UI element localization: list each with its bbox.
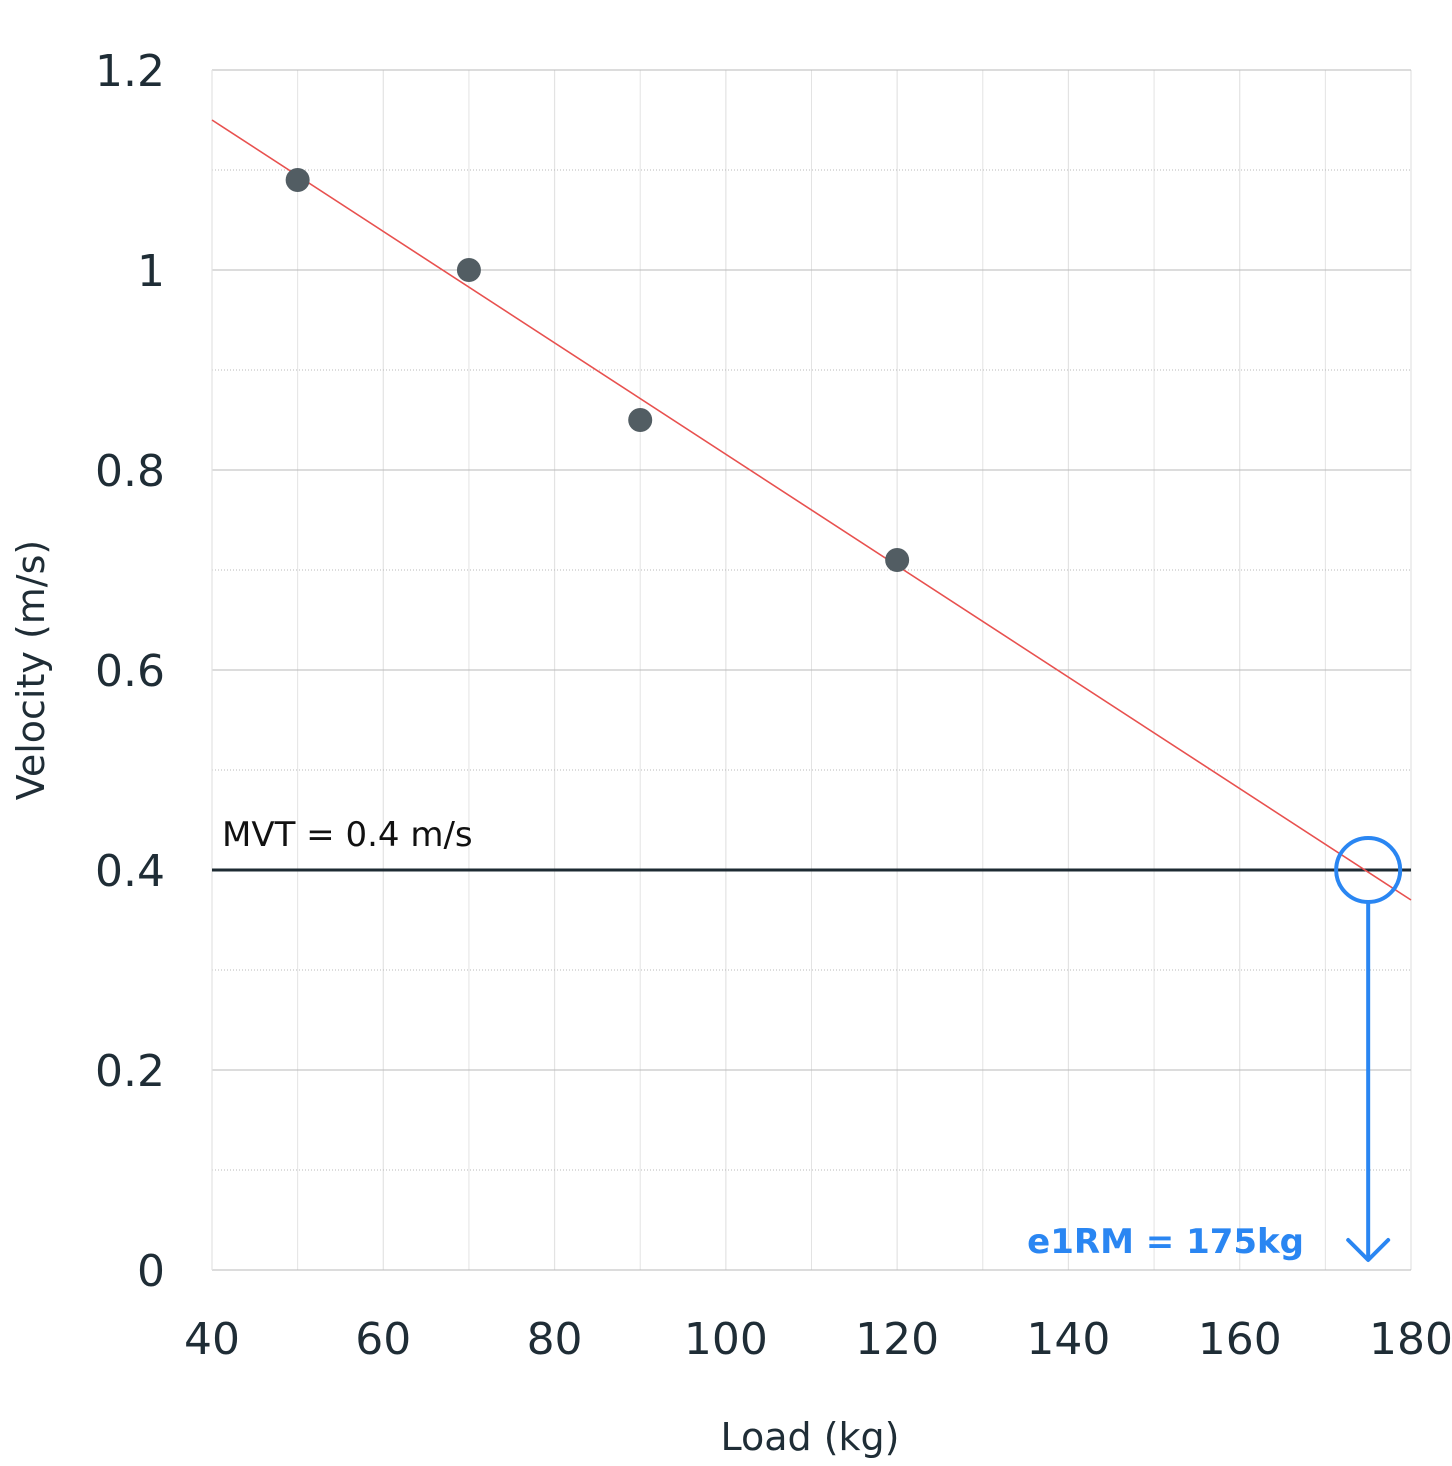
trend-line [211,119,1412,901]
x-axis-title: Load (kg) [720,1415,899,1459]
x-tick-label: 60 [355,1314,411,1365]
y-tick-label: 0 [137,1246,165,1297]
data-point [456,258,481,282]
data-point [285,168,310,192]
x-tick-label: 100 [684,1314,768,1365]
grid [211,69,1412,1271]
y-tick-label: 1 [137,246,165,297]
chart-marks [211,119,1412,1262]
x-axis-ticks: 40 60 80 100 120 140 160 180 [184,1314,1452,1365]
y-tick-label: 0.8 [95,446,165,497]
x-tick-label: 180 [1369,1314,1452,1365]
y-axis-title: Velocity (m/s) [9,540,53,800]
x-tick-label: 40 [184,1314,240,1365]
x-tick-label: 80 [527,1314,583,1365]
data-point [885,548,910,572]
y-tick-label: 1.2 [95,46,165,97]
y-tick-label: 0.4 [95,846,165,897]
y-tick-label: 0.2 [95,1046,165,1097]
e1rm-label: e1RM = 175kg [1027,1222,1304,1262]
x-tick-label: 140 [1026,1314,1110,1365]
data-point [628,408,653,432]
e1rm-arrow-head [1346,1238,1391,1262]
x-tick-label: 120 [855,1314,939,1365]
y-tick-label: 0.6 [95,646,165,697]
x-tick-label: 160 [1198,1314,1282,1365]
y-axis-ticks: 0 0.2 0.4 0.6 0.8 1 1.2 [95,46,165,1297]
mvt-label: MVT = 0.4 m/s [222,815,473,855]
